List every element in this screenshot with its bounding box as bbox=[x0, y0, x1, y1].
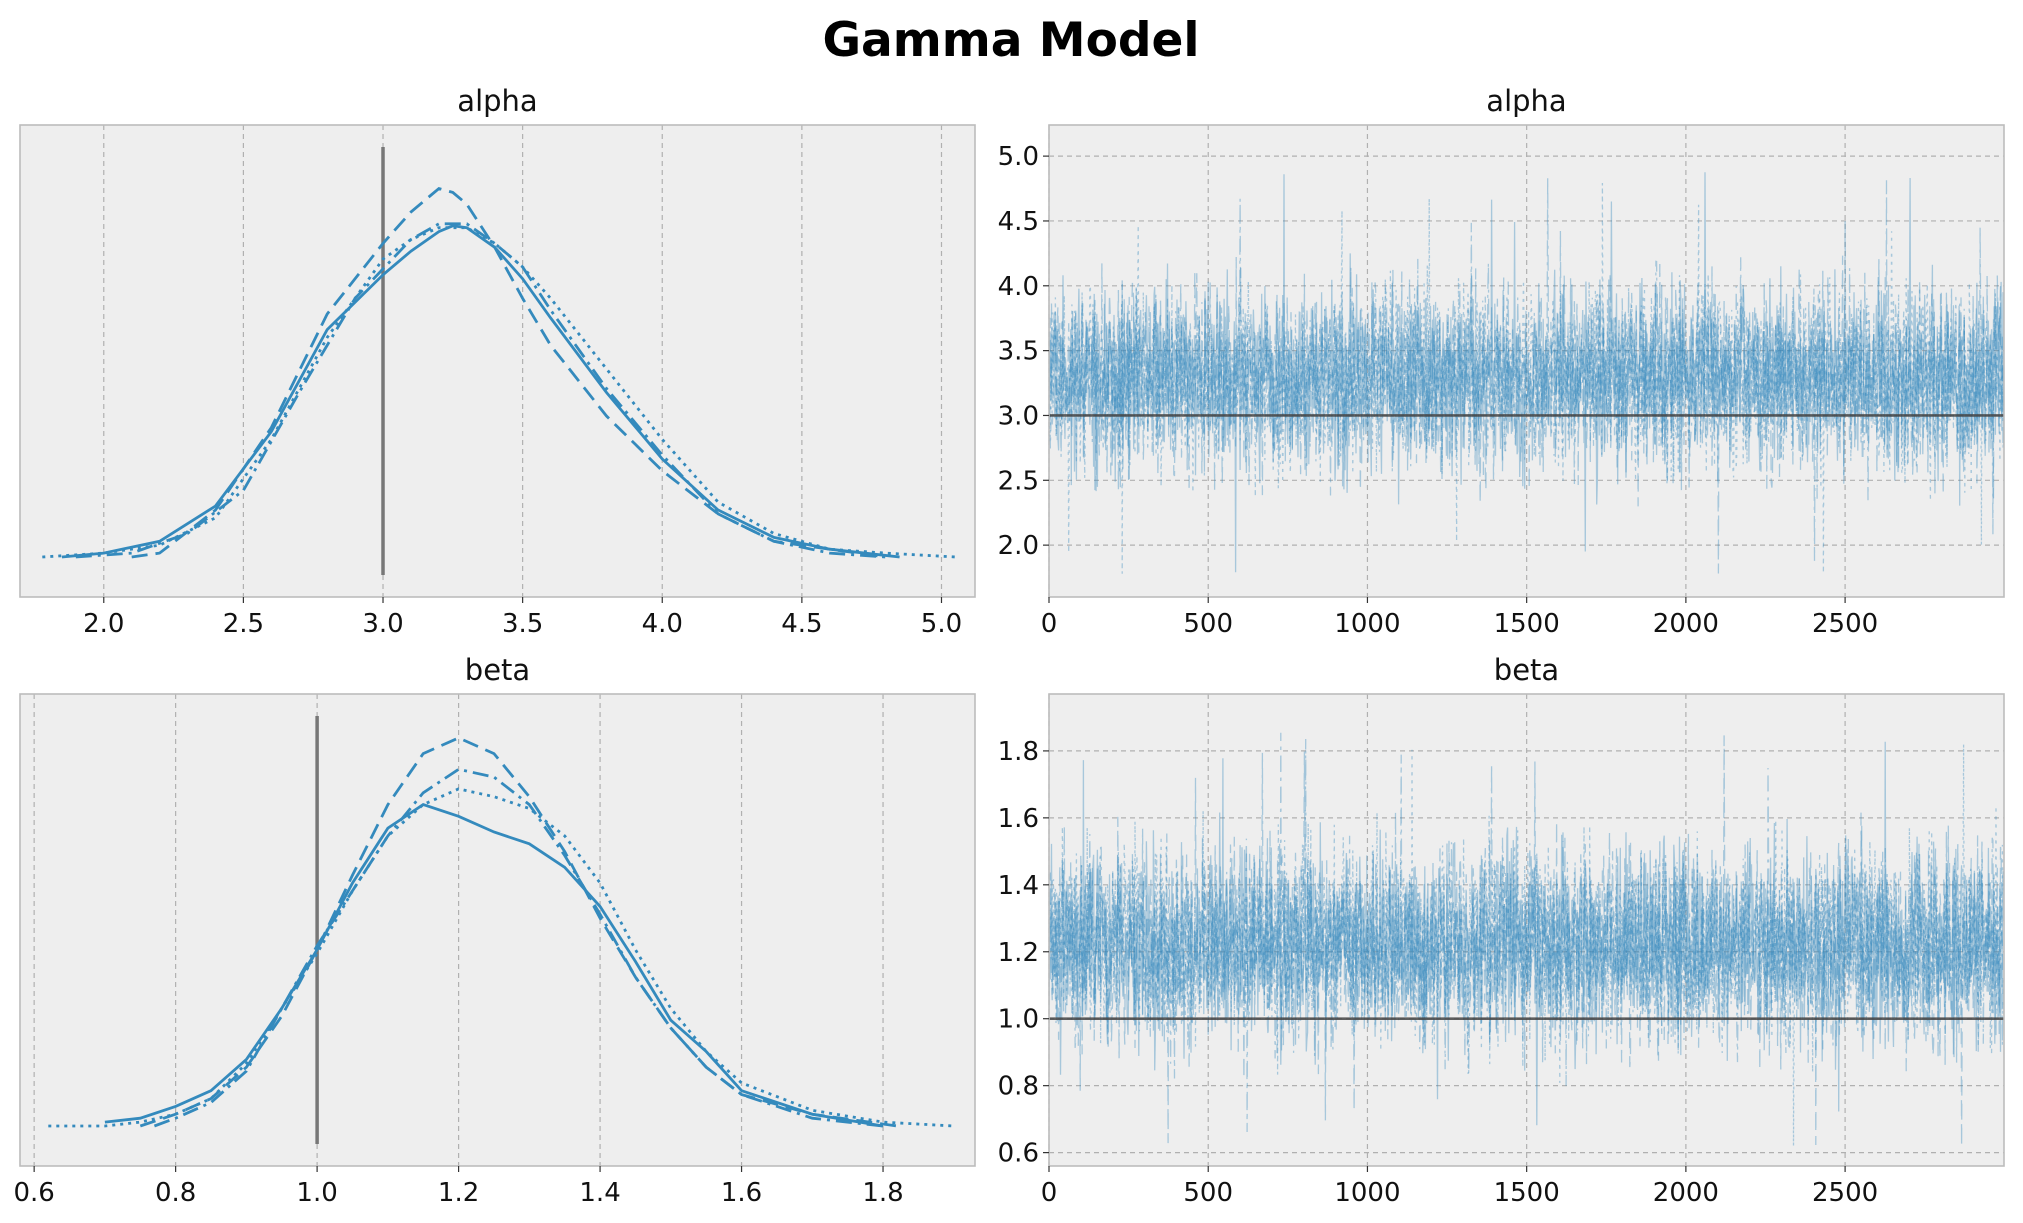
trace-chain-1 bbox=[1049, 172, 2004, 573]
plot-marks bbox=[48, 716, 954, 1144]
beta-trace-panel: beta 0 500 1000 1500 2000 2500 0.6 0.8 1.0 1.2 1.4 1… bbox=[998, 653, 2005, 1208]
x-tick-label: 0.6 bbox=[13, 1178, 54, 1208]
x-tick-label: 2.0 bbox=[83, 609, 124, 639]
y-tick-label: 2.5 bbox=[998, 466, 1039, 496]
y-tick-label: 0.6 bbox=[998, 1139, 1039, 1169]
y-tick-label: 1.6 bbox=[998, 804, 1039, 834]
y-tick-label: 2.0 bbox=[998, 531, 1039, 561]
x-tick-label: 1.2 bbox=[438, 1178, 479, 1208]
panel-title: alpha bbox=[1486, 84, 1566, 118]
panel-title: beta bbox=[1494, 653, 1559, 687]
plot-area bbox=[20, 694, 975, 1166]
x-tick-label: 4.0 bbox=[642, 609, 683, 639]
x-tick-label: 4.5 bbox=[781, 609, 822, 639]
x-tick-label: 1500 bbox=[1494, 1178, 1560, 1208]
x-tick-label: 1.0 bbox=[296, 1178, 337, 1208]
density-line-dashed bbox=[139, 736, 898, 1128]
x-tick-label: 1500 bbox=[1494, 609, 1560, 639]
x-tick-label: 2000 bbox=[1653, 1178, 1719, 1208]
x-tick-label: 2.5 bbox=[223, 609, 264, 639]
y-tick-label: 5.0 bbox=[998, 142, 1039, 172]
density-line-dotted bbox=[42, 226, 956, 559]
trace-chain-3 bbox=[1049, 732, 2004, 1133]
x-tick-label: 500 bbox=[1183, 609, 1233, 639]
trace-chain-4 bbox=[1049, 744, 2004, 1146]
x-tick-label: 2500 bbox=[1812, 1178, 1878, 1208]
x-tick-label: 1.8 bbox=[862, 1178, 903, 1208]
x-tick-label: 500 bbox=[1183, 1178, 1233, 1208]
plot-marks bbox=[1049, 172, 2004, 574]
density-line-dashdot bbox=[153, 767, 884, 1128]
x-tick-label: 3.0 bbox=[362, 609, 403, 639]
y-tick-label: 4.5 bbox=[998, 207, 1039, 237]
density-line-solid bbox=[104, 803, 884, 1128]
x-tick-label: 0.8 bbox=[155, 1178, 196, 1208]
trace-chain-2 bbox=[1049, 221, 2004, 574]
plot-marks bbox=[1049, 732, 2004, 1146]
trace-chain-2 bbox=[1049, 735, 2004, 1146]
density-line-dashed bbox=[131, 186, 886, 559]
axes-frame bbox=[19, 124, 976, 598]
x-tick-label: 1.4 bbox=[579, 1178, 620, 1208]
density-line-dotted bbox=[48, 787, 954, 1128]
x-tick-label: 1.6 bbox=[721, 1178, 762, 1208]
x-tick-label: 0 bbox=[1041, 609, 1058, 639]
panel-title: beta bbox=[465, 653, 530, 687]
x-tick-label: 2500 bbox=[1812, 609, 1878, 639]
x-tick-label: 1000 bbox=[1334, 1178, 1400, 1208]
y-tick-label: 1.8 bbox=[998, 737, 1039, 767]
y-tick-label: 1.0 bbox=[998, 1005, 1039, 1035]
x-tick-label: 1000 bbox=[1334, 609, 1400, 639]
x-tick-label: 2000 bbox=[1653, 609, 1719, 639]
alpha-trace-panel: alpha 0 500 1000 1500 2000 2500 2.0 2.5 3.0 3.5 4.0… bbox=[998, 84, 2005, 639]
x-tick-label: 3.5 bbox=[502, 609, 543, 639]
figure-title: Gamma Model bbox=[822, 13, 1199, 68]
y-tick-label: 3.5 bbox=[998, 337, 1039, 367]
trace-chain-3 bbox=[1049, 177, 2004, 561]
y-tick-label: 4.0 bbox=[998, 272, 1039, 302]
axes-frame bbox=[19, 693, 976, 1167]
x-tick-label: 0 bbox=[1041, 1178, 1058, 1208]
plot-area bbox=[20, 125, 975, 597]
trace-chain-1 bbox=[1049, 741, 2004, 1126]
y-tick-label: 0.8 bbox=[998, 1072, 1039, 1102]
y-tick-label: 3.0 bbox=[998, 401, 1039, 431]
plot-marks bbox=[42, 147, 956, 575]
alpha-density-panel: alpha 2.0 2.5 3.0 3.5 4.0 4.5 5.0 bbox=[19, 84, 976, 639]
y-tick-label: 1.2 bbox=[998, 938, 1039, 968]
x-tick-label: 5.0 bbox=[921, 609, 962, 639]
panel-title: alpha bbox=[457, 84, 537, 118]
y-tick-label: 1.4 bbox=[998, 871, 1039, 901]
density-line-solid bbox=[61, 224, 900, 559]
density-line-dashdot bbox=[75, 222, 886, 559]
beta-density-panel: beta 0.6 0.8 1.0 1.2 1.4 1.6 1.8 bbox=[13, 653, 976, 1208]
trace-chain-4 bbox=[1049, 182, 2004, 574]
